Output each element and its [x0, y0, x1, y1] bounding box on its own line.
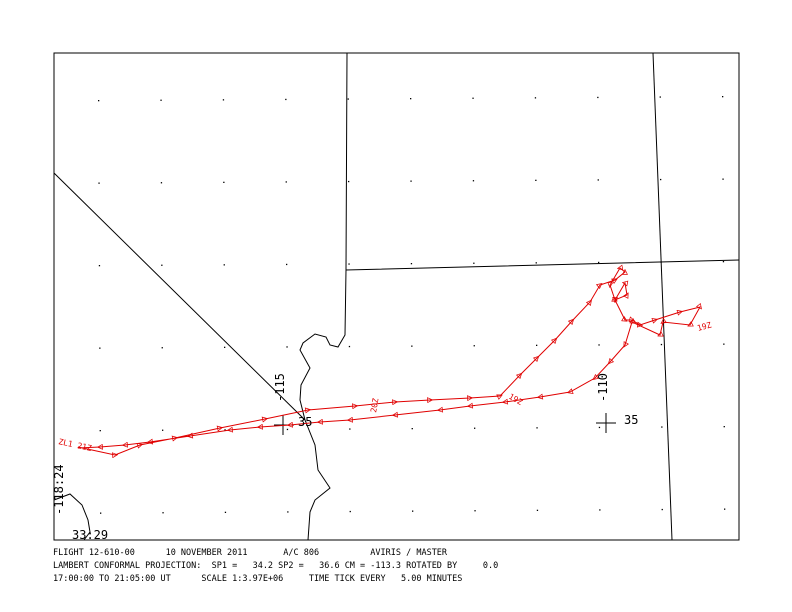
grid-dot: [161, 264, 163, 266]
grid-dot: [410, 263, 413, 265]
grid-dot: [347, 98, 349, 100]
grid-dot: [223, 264, 225, 266]
grid-dot: [286, 263, 288, 266]
grid-dot: [286, 346, 288, 348]
grid-label: 33:29: [72, 528, 108, 542]
grid-dot: [349, 510, 351, 513]
grid-dot: [100, 512, 102, 514]
grid-dot: [349, 428, 351, 430]
coast-line: [53, 493, 91, 541]
grid-dot: [472, 97, 474, 99]
grid-dot: [661, 508, 663, 511]
grid-dot: [162, 429, 164, 431]
grid-dot: [222, 99, 225, 101]
footer-line: FLIGHT 12-610-00 10 NOVEMBER 2011 A/C 80…: [53, 548, 448, 558]
grid-dots: [98, 96, 726, 514]
grid-dot: [472, 180, 475, 182]
grid-dot: [162, 512, 164, 514]
grid-dot: [412, 510, 414, 512]
grid-dot: [536, 427, 538, 429]
grid-dot: [535, 262, 537, 264]
grid-dot: [348, 345, 351, 348]
state-border: [53, 172, 306, 421]
grid-dot: [99, 347, 101, 349]
grid-label: -115: [273, 373, 287, 402]
river-border: [299, 269, 347, 541]
grid-dot: [410, 180, 412, 182]
grid-dot: [411, 428, 413, 430]
grid-dot: [410, 98, 412, 100]
grid-dot: [598, 344, 600, 346]
grid-dot: [597, 96, 599, 99]
grid-dot: [598, 426, 601, 429]
grid-label: -118:24: [52, 464, 66, 515]
grid-dot: [98, 100, 100, 102]
grid-dot: [534, 97, 537, 99]
grid-dot: [474, 510, 476, 512]
grid-dot: [224, 511, 227, 513]
grid-dot: [348, 263, 350, 265]
grid-dot: [723, 426, 725, 428]
grid-dot: [660, 343, 663, 346]
grid-dot: [224, 346, 226, 348]
grid-dot: [660, 178, 662, 181]
grid-label: 35: [298, 415, 312, 429]
grid-dot: [473, 345, 475, 347]
grid-dot: [722, 261, 725, 263]
grid-dot: [285, 181, 287, 183]
footer-line: LAMBERT CONFORMAL PROJECTION: SP1 = 34.2…: [53, 561, 498, 571]
grid-dot: [659, 96, 661, 98]
state-border: [652, 52, 673, 541]
borders: [53, 52, 740, 541]
grid-dot: [98, 265, 101, 267]
grid-dot: [286, 428, 289, 431]
grid-dot: [661, 426, 663, 428]
state-border: [345, 52, 740, 271]
grid-dot: [160, 99, 162, 101]
track-label: 20Z: [369, 397, 380, 413]
grid-dot: [98, 182, 100, 184]
grid-dot: [474, 427, 476, 429]
grid-dot: [722, 96, 724, 98]
grid-dot: [99, 430, 101, 432]
grid-dot: [722, 178, 724, 180]
grid-dot: [223, 181, 225, 183]
track-label: 19Z: [696, 320, 712, 332]
grid-dot: [161, 347, 163, 349]
track-label: ZL1 21Z: [58, 437, 93, 453]
track-label: 19Z: [507, 392, 524, 407]
grid-dot: [536, 509, 539, 511]
grid-dot: [598, 261, 600, 264]
grid-dot: [724, 508, 726, 510]
map-frame: [53, 52, 740, 541]
grid-ticks: [274, 413, 616, 435]
grid-dot: [597, 179, 599, 181]
grid-dot: [536, 344, 538, 346]
grid-dot: [473, 262, 475, 264]
flight-track: [77, 268, 700, 455]
grid-dot: [535, 179, 537, 181]
grid-dot: [160, 182, 163, 184]
grid-label: 35: [624, 413, 638, 427]
grid-dot: [287, 511, 289, 513]
grid-dot: [599, 509, 601, 511]
grid-dot: [411, 345, 413, 347]
grid-dot: [348, 180, 350, 183]
footer-line: 17:00:00 TO 21:05:00 UT SCALE 1:3.97E+06…: [53, 574, 462, 584]
grid-label: -110: [596, 373, 610, 402]
grid-dot: [723, 343, 725, 345]
grid-dot: [285, 98, 287, 101]
